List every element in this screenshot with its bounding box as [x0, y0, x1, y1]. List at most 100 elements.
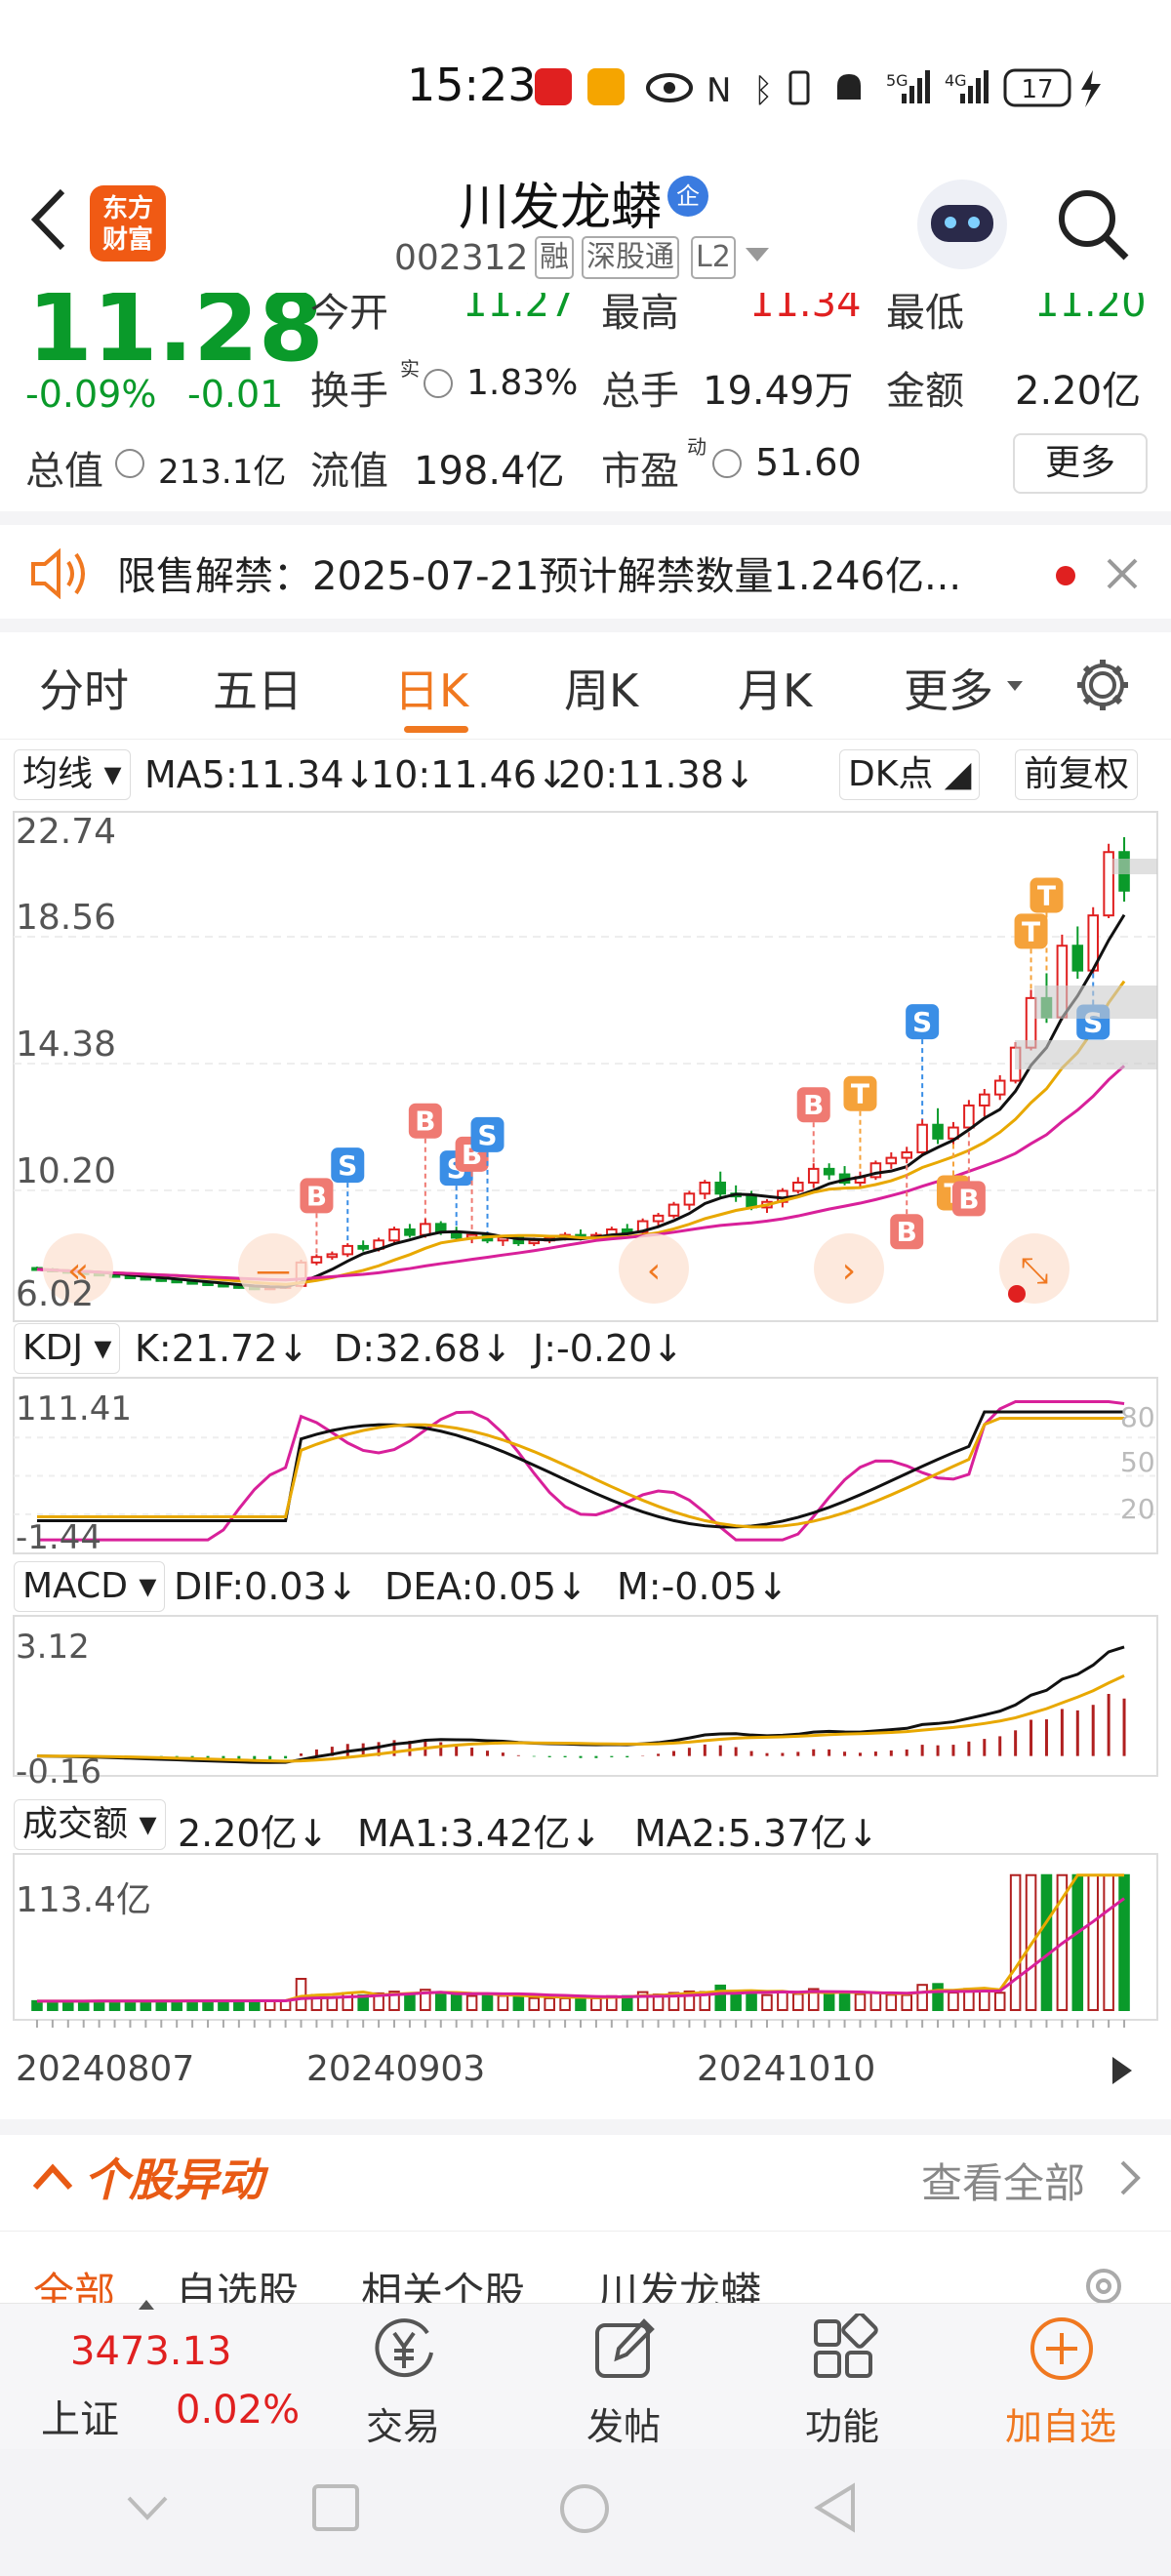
- scroll-right-icon[interactable]: [1103, 2049, 1142, 2092]
- index-ticker[interactable]: 3473.13 上证 0.02%: [0, 2294, 300, 2450]
- kdj-d-line: [36, 1417, 1125, 1529]
- nav-add-watchlist[interactable]: 加自选: [988, 2304, 1134, 2450]
- indicator-selector[interactable]: 均线 ▾: [14, 749, 131, 800]
- badge-margin: 融: [535, 236, 574, 279]
- tab-daily-k[interactable]: 日K: [394, 664, 469, 717]
- low-value: 11.20: [1034, 293, 1147, 326]
- robot-assistant-avatar[interactable]: [917, 180, 1007, 269]
- volume-value: 19.49万: [703, 369, 854, 414]
- close-icon[interactable]: [1103, 554, 1142, 593]
- high-label: 最高: [601, 293, 679, 336]
- nav-post[interactable]: 发帖: [550, 2304, 697, 2450]
- ma5-legend: MA5:11.34↓: [144, 753, 376, 796]
- enterprise-badge: 企: [667, 176, 708, 217]
- nav-recents-icon[interactable]: [310, 2482, 361, 2533]
- search-icon[interactable]: [1054, 185, 1132, 263]
- signal-marker-label: S: [338, 1149, 357, 1182]
- info-icon-2[interactable]: [115, 449, 144, 478]
- candle-body: [310, 1256, 323, 1264]
- adjust-mode-button[interactable]: 前复权: [1015, 749, 1139, 800]
- tab-five-day[interactable]: 五日: [213, 664, 303, 717]
- candle-body: [326, 1253, 339, 1259]
- volume-frame: [13, 1853, 1158, 2021]
- volume-bar: [730, 1992, 742, 2012]
- volume-bar: [1009, 1873, 1022, 2011]
- macd-selector[interactable]: MACD ▾: [14, 1561, 166, 1612]
- chevron-up-icon[interactable]: [29, 2156, 78, 2195]
- nav-back-icon[interactable]: [810, 2480, 859, 2535]
- candle-body: [792, 1182, 804, 1192]
- app-notification-icon-2: [587, 68, 625, 105]
- candle-body: [807, 1167, 820, 1184]
- tab-intraday[interactable]: 分时: [39, 664, 129, 717]
- signal-marker-b: [890, 1214, 924, 1250]
- status-icons: N ᛒ 5G: [646, 70, 930, 109]
- tab-weekly-k[interactable]: 周K: [564, 664, 639, 717]
- info-icon-3[interactable]: [712, 449, 742, 478]
- tab-monthly-k[interactable]: 月K: [738, 664, 813, 717]
- view-all-link[interactable]: 查看全部: [921, 2159, 1086, 2207]
- volume-bar: [792, 1992, 804, 2011]
- volume-ymax: 113.4亿: [16, 1880, 152, 1920]
- notice-text: 限售解禁：2025-07-21预计解禁数量1.246亿...: [117, 554, 962, 599]
- macd-ymax: 3.12: [16, 1628, 90, 1667]
- volume-selector[interactable]: 成交额 ▾: [14, 1799, 166, 1850]
- stock-name: 川发龙蟒: [459, 179, 663, 237]
- info-icon[interactable]: [424, 369, 453, 398]
- volume-ma1-line: [36, 1873, 1125, 2003]
- volume-bar: [450, 1992, 463, 2012]
- quote-panel: 11.28 -0.09% -0.01 今开 11.27 最高 11.34 最低 …: [0, 293, 1171, 507]
- price-zone-1: [1034, 986, 1157, 1019]
- nav-home-icon[interactable]: [558, 2482, 611, 2535]
- trade-yen-icon: [375, 2318, 433, 2378]
- volume-ma1-legend: MA1:3.42亿↓: [357, 1812, 602, 1855]
- candle-body: [993, 1079, 1006, 1096]
- volume-legend: 2.20亿↓: [178, 1812, 329, 1855]
- svg-text:N: N: [707, 71, 731, 109]
- signal-marker-label: T: [1037, 879, 1056, 911]
- macd-dea-legend: DEA:0.05↓: [384, 1565, 587, 1608]
- back-arrow-icon[interactable]: [23, 185, 72, 254]
- volume-ma2-legend: MA2:5.37亿↓: [634, 1812, 879, 1855]
- candle-body: [388, 1228, 400, 1242]
- chevron-right-icon[interactable]: [1114, 2156, 1144, 2199]
- notice-bar[interactable]: 限售解禁：2025-07-21预计解禁数量1.246亿...: [0, 511, 1171, 632]
- signal-marker-s: [470, 1116, 505, 1152]
- candle-body: [357, 1244, 369, 1250]
- volume-bar: [823, 1992, 835, 2012]
- settings-gear-icon[interactable]: [1073, 656, 1132, 714]
- volume-bar: [979, 1990, 990, 2012]
- volume-bar: [388, 1991, 400, 2012]
- tab-more[interactable]: 更多: [904, 664, 993, 717]
- volume-bar: [916, 1984, 928, 2011]
- movers-settings-icon[interactable]: [1079, 2262, 1128, 2311]
- dk-point-button[interactable]: DK点 ◢: [839, 749, 981, 800]
- volume-bar: [326, 1996, 339, 2011]
- y-tick-4: 10.20: [16, 1151, 117, 1191]
- kdj-ymax: 111.41: [16, 1389, 132, 1429]
- stock-code: 002312: [394, 238, 529, 278]
- nav-down-icon[interactable]: [123, 2488, 172, 2527]
- more-button[interactable]: 更多: [1013, 433, 1148, 494]
- volume-bar: [885, 1993, 898, 2012]
- y-tick-1: 22.74: [16, 812, 117, 852]
- kline-chart-area[interactable]: BSBSBSBTSBTBTTS«—‹›⤡: [0, 800, 1171, 2117]
- signal-marker-b: [408, 1103, 442, 1139]
- market-cap-value: 213.1亿: [158, 453, 287, 492]
- nav-functions[interactable]: 功能: [769, 2304, 915, 2450]
- signal-marker-t: [1014, 913, 1048, 949]
- chart-nav-bubble-1: [238, 1233, 308, 1304]
- nav-trade[interactable]: 交易: [330, 2304, 476, 2450]
- volume-bar: [714, 1984, 727, 2011]
- chart-nav-bubble-2: [619, 1233, 689, 1304]
- kdj-selector[interactable]: KDJ ▾: [14, 1323, 121, 1374]
- candle-body: [823, 1167, 835, 1176]
- dropdown-caret-icon[interactable]: [746, 248, 769, 262]
- y-tick-2: 18.56: [16, 898, 117, 938]
- candle-body: [885, 1156, 898, 1165]
- pct-change: -0.09%: [25, 373, 157, 416]
- turnover-label: 换手: [310, 369, 388, 414]
- bottom-nav: 3473.13 上证 0.02% 交易 发帖 功能 加自选: [0, 2300, 1171, 2450]
- kdj-k-line: [36, 1410, 1125, 1529]
- speaker-icon: [31, 548, 85, 599]
